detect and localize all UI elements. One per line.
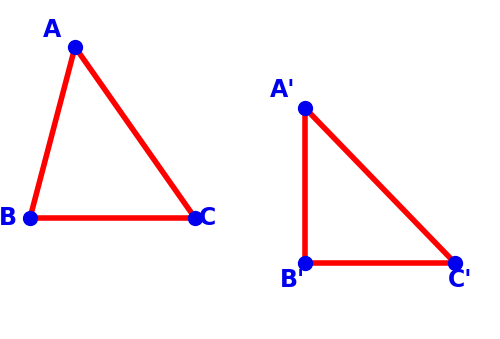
Point — [71, 44, 79, 50]
Text: C': C' — [448, 268, 472, 292]
Text: B': B' — [280, 268, 304, 292]
Point — [301, 260, 309, 266]
Point — [26, 215, 34, 221]
Text: A: A — [43, 18, 61, 42]
Text: B: B — [0, 206, 17, 230]
Point — [301, 105, 309, 111]
Point — [191, 215, 199, 221]
Text: C: C — [200, 206, 216, 230]
Text: A': A' — [270, 78, 296, 102]
Point — [451, 260, 459, 266]
